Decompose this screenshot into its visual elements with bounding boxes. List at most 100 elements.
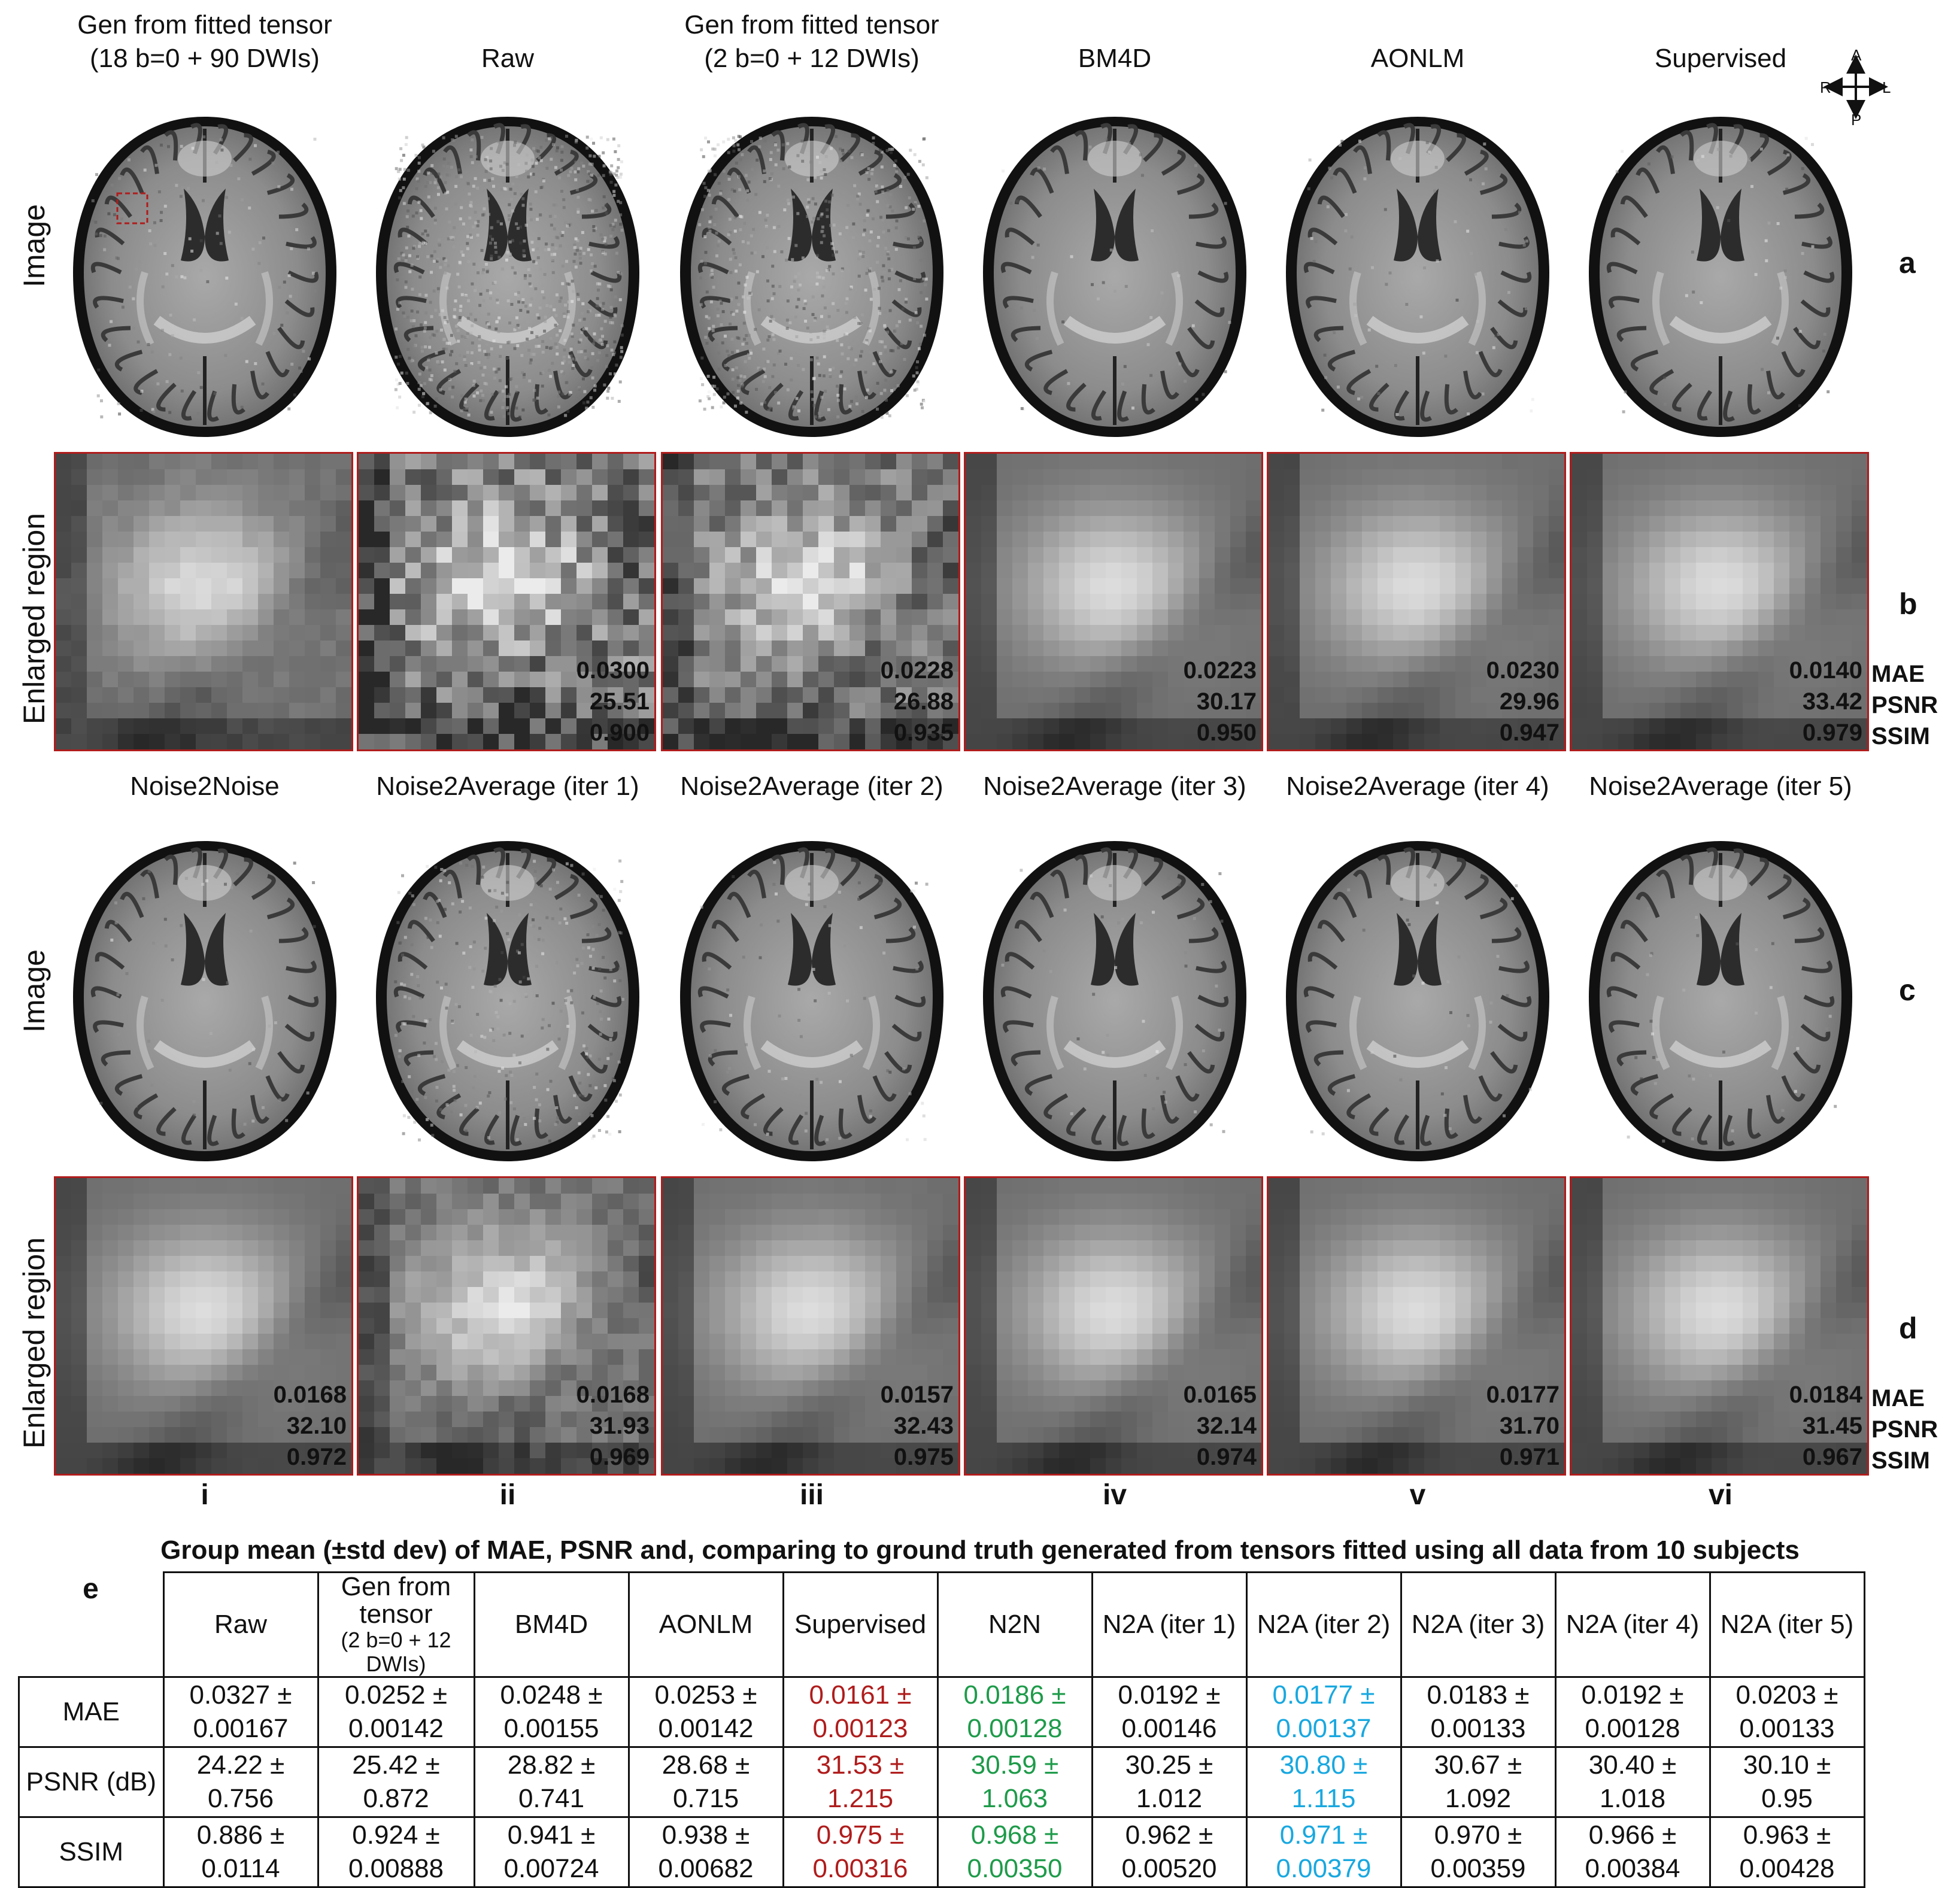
column-title: Raw <box>340 42 675 75</box>
table-cell-mean: 25.42 ± <box>319 1749 474 1782</box>
mae-value: 0.0157 <box>881 1379 954 1410</box>
table-header-cell: AONLM <box>629 1573 783 1677</box>
table-cell: 0.886 ±0.0114 <box>163 1817 318 1887</box>
psnr-value: 32.14 <box>1184 1410 1257 1441</box>
table-cell-std: 0.756 <box>165 1782 317 1816</box>
table-cell-std: 0.00724 <box>475 1852 628 1886</box>
ssim-value: 0.972 <box>274 1441 347 1473</box>
column-numeral: iv <box>1079 1479 1151 1511</box>
psnr-value: 31.45 <box>1789 1410 1862 1441</box>
row-label-image-c: Image <box>17 949 51 1033</box>
table-cell-std: 0.00520 <box>1093 1852 1246 1886</box>
table-cell-std: 0.00128 <box>939 1712 1091 1746</box>
table-cell: 0.0177 ±0.00137 <box>1246 1677 1401 1747</box>
brain-slice-icon <box>662 817 961 1176</box>
psnr-value: 30.17 <box>1184 686 1257 717</box>
column-title: Gen from fitted tensor(2 b=0 + 12 DWIs) <box>644 8 979 75</box>
table-cell-mean: 0.962 ± <box>1093 1819 1246 1852</box>
table-cell: 0.938 ±0.00682 <box>629 1817 783 1887</box>
table-cell-mean: 30.80 ± <box>1248 1749 1400 1782</box>
table-cell-std: 0.00682 <box>630 1852 782 1886</box>
table-cell: 0.968 ±0.00350 <box>937 1817 1092 1887</box>
table-cell-std: 1.092 <box>1402 1782 1555 1816</box>
column-numeral: i <box>169 1479 241 1511</box>
table-cell-mean: 0.938 ± <box>630 1819 782 1852</box>
table-cell-std: 1.063 <box>939 1782 1091 1816</box>
table-cell-std: 0.872 <box>319 1782 474 1816</box>
table-cell: 0.0252 ±0.00142 <box>318 1677 474 1747</box>
ssim-value: 0.950 <box>1184 717 1257 748</box>
mae-value: 0.0140 <box>1789 655 1862 686</box>
column-title-line: BM4D <box>947 42 1282 75</box>
brain-slice-icon <box>358 93 657 452</box>
ssim-value: 0.935 <box>881 717 954 748</box>
table-cell: 0.0203 ±0.00133 <box>1710 1677 1864 1747</box>
table-cell-mean: 0.968 ± <box>939 1819 1091 1852</box>
table-cell-std: 0.00133 <box>1711 1712 1864 1746</box>
table-cell-mean: 0.886 ± <box>165 1819 317 1852</box>
row-label-enlarged-d: Enlarged region <box>17 1237 51 1449</box>
table-cell-std: 0.00146 <box>1093 1712 1246 1746</box>
table-row-label: SSIM <box>19 1817 164 1887</box>
table-cell: 0.0248 ±0.00155 <box>474 1677 629 1747</box>
table-header-cell: BM4D <box>474 1573 629 1677</box>
table-cell-mean: 0.966 ± <box>1557 1819 1709 1852</box>
table-cell: 30.67 ±1.092 <box>1401 1747 1555 1817</box>
table-cell: 28.82 ±0.741 <box>474 1747 629 1817</box>
table-cell: 30.80 ±1.115 <box>1246 1747 1401 1817</box>
brain-slice-icon <box>965 817 1264 1176</box>
table-header-label: BM4D <box>475 1611 628 1638</box>
column-title: Noise2Average (iter 3) <box>947 770 1282 803</box>
table-cell: 0.0183 ±0.00133 <box>1401 1677 1555 1747</box>
table-header-label: N2A (iter 5) <box>1711 1611 1864 1638</box>
table-header-cell: N2A (iter 2) <box>1246 1573 1401 1677</box>
table-header-label: N2A (iter 1) <box>1093 1611 1246 1638</box>
column-title: Gen from fitted tensor(18 b=0 + 90 DWIs) <box>37 8 372 75</box>
brain-image-top <box>55 93 354 452</box>
table-cell-mean: 0.0177 ± <box>1248 1678 1400 1712</box>
table-cell-std: 0.00137 <box>1248 1712 1400 1746</box>
table-cell: 0.0192 ±0.00128 <box>1555 1677 1710 1747</box>
table-cell-mean: 0.970 ± <box>1402 1819 1555 1852</box>
table-header-label: N2A (iter 4) <box>1557 1611 1709 1638</box>
table-cell-mean: 0.0203 ± <box>1711 1678 1864 1712</box>
table-cell: 0.963 ±0.00428 <box>1710 1817 1864 1887</box>
ssim-value: 0.967 <box>1789 1441 1862 1473</box>
table-cell: 0.0161 ±0.00123 <box>783 1677 937 1747</box>
column-title-line: Gen from fitted tensor <box>644 8 979 42</box>
table-cell-mean: 0.0252 ± <box>319 1678 474 1712</box>
psnr-value: 31.93 <box>577 1410 650 1441</box>
brain-image-bottom <box>55 817 354 1176</box>
table-cell-std: 0.00167 <box>165 1712 317 1746</box>
table-cell-std: 0.00316 <box>784 1852 937 1886</box>
table-header-cell: N2N <box>937 1573 1092 1677</box>
brain-image-bottom <box>662 817 961 1176</box>
table-cell-std: 0.95 <box>1711 1782 1864 1816</box>
table-header-cell: Gen from tensor(2 b=0 + 12 DWIs) <box>318 1573 474 1677</box>
brain-image-bottom <box>965 817 1264 1176</box>
metric-label-psnr: PSNR <box>1871 1414 1938 1445</box>
ssim-value: 0.900 <box>577 717 650 748</box>
compass-a: A <box>1851 46 1861 65</box>
enlarged-region-b <box>54 452 353 751</box>
table-header-label: N2A (iter 2) <box>1248 1611 1400 1638</box>
table-cell-std: 0.00155 <box>475 1712 628 1746</box>
table-cell: 0.0327 ±0.00167 <box>163 1677 318 1747</box>
table-cell-mean: 0.971 ± <box>1248 1819 1400 1852</box>
table-cell: 0.0186 ±0.00128 <box>937 1677 1092 1747</box>
column-title-line: (2 b=0 + 12 DWIs) <box>644 42 979 75</box>
table-header-label: N2N <box>939 1611 1091 1638</box>
table-cell-mean: 30.40 ± <box>1557 1749 1709 1782</box>
ssim-value: 0.969 <box>577 1441 650 1473</box>
table-header-sublabel: (2 b=0 + 12 DWIs) <box>319 1628 474 1676</box>
brain-image-bottom <box>1268 817 1567 1176</box>
table-header-label: Supervised <box>784 1611 937 1638</box>
column-title-line: Gen from fitted tensor <box>37 8 372 42</box>
